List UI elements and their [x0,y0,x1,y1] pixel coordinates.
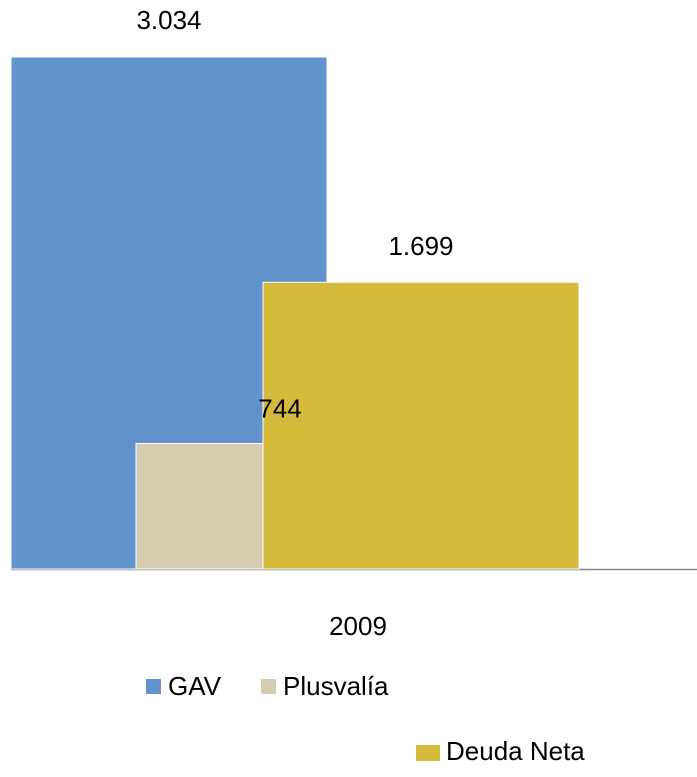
data-label: 3.034 [136,5,201,35]
legend-label: Deuda Neta [446,736,585,766]
bar [135,442,264,570]
legend-swatch [261,679,276,694]
legend-label: Plusvalía [283,671,389,701]
legend-swatch [146,679,161,694]
legend-label: GAV [168,671,222,701]
legend-swatch [416,745,440,761]
x-tick-label: 2009 [329,611,387,641]
bar [262,281,580,570]
data-label: 744 [258,393,301,423]
data-label: 1.699 [388,231,453,261]
